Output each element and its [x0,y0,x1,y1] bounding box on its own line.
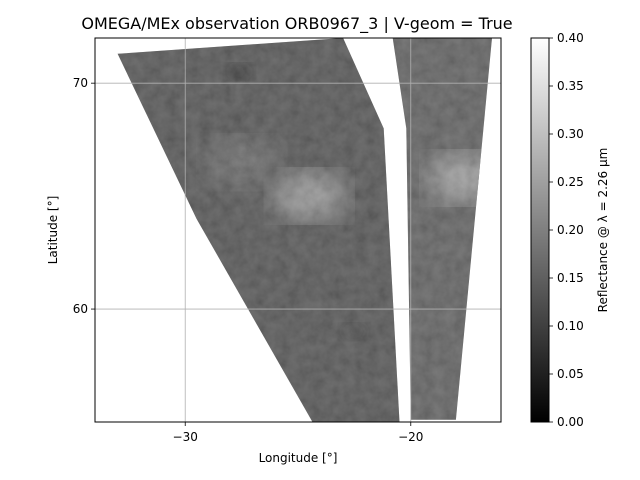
x-tick-label-1: −30 [173,430,198,444]
colorbar-tick-label-8: 0.35 [557,79,584,93]
x-axis-ticks: −30 −20 [173,422,423,444]
colorbar: 0.00 0.05 0.10 0.15 0.20 0.25 0.30 0.35 0.40 Ref… [530,31,610,429]
y-axis-label: Latitude [°] [46,196,60,265]
colorbar-tick-label-7: 0.30 [557,127,584,141]
x-axis-label: Longitude [°] [259,451,338,465]
colorbar-ticks: 0.00 0.05 0.10 0.15 0.20 0.25 0.30 0.35 0.40 [549,31,584,429]
y-tick-label-1: 60 [73,302,88,316]
texture [117,38,492,422]
colorbar-tick-label-1: 0.00 [557,415,584,429]
colorbar-gradient [530,37,550,423]
colorbar-label: Reflectance @ λ = 2.26 µm [596,148,610,313]
y-axis-ticks: 60 70 [73,76,95,316]
colorbar-tick-label-6: 0.25 [557,175,584,189]
colorbar-tick-label-9: 0.40 [557,31,584,45]
plot-frame [94,37,502,423]
grid [95,38,501,422]
x-tick-label-2: −20 [398,430,423,444]
chart-title: OMEGA/MEx observation ORB0967_3 | V-geom… [81,14,512,34]
colorbar-tick-label-4: 0.15 [557,271,584,285]
y-tick-label-2: 70 [73,76,88,90]
colorbar-tick-label-2: 0.05 [557,367,584,381]
colorbar-tick-label-5: 0.20 [557,223,584,237]
plot-area [117,38,492,422]
colorbar-tick-label-3: 0.10 [557,319,584,333]
